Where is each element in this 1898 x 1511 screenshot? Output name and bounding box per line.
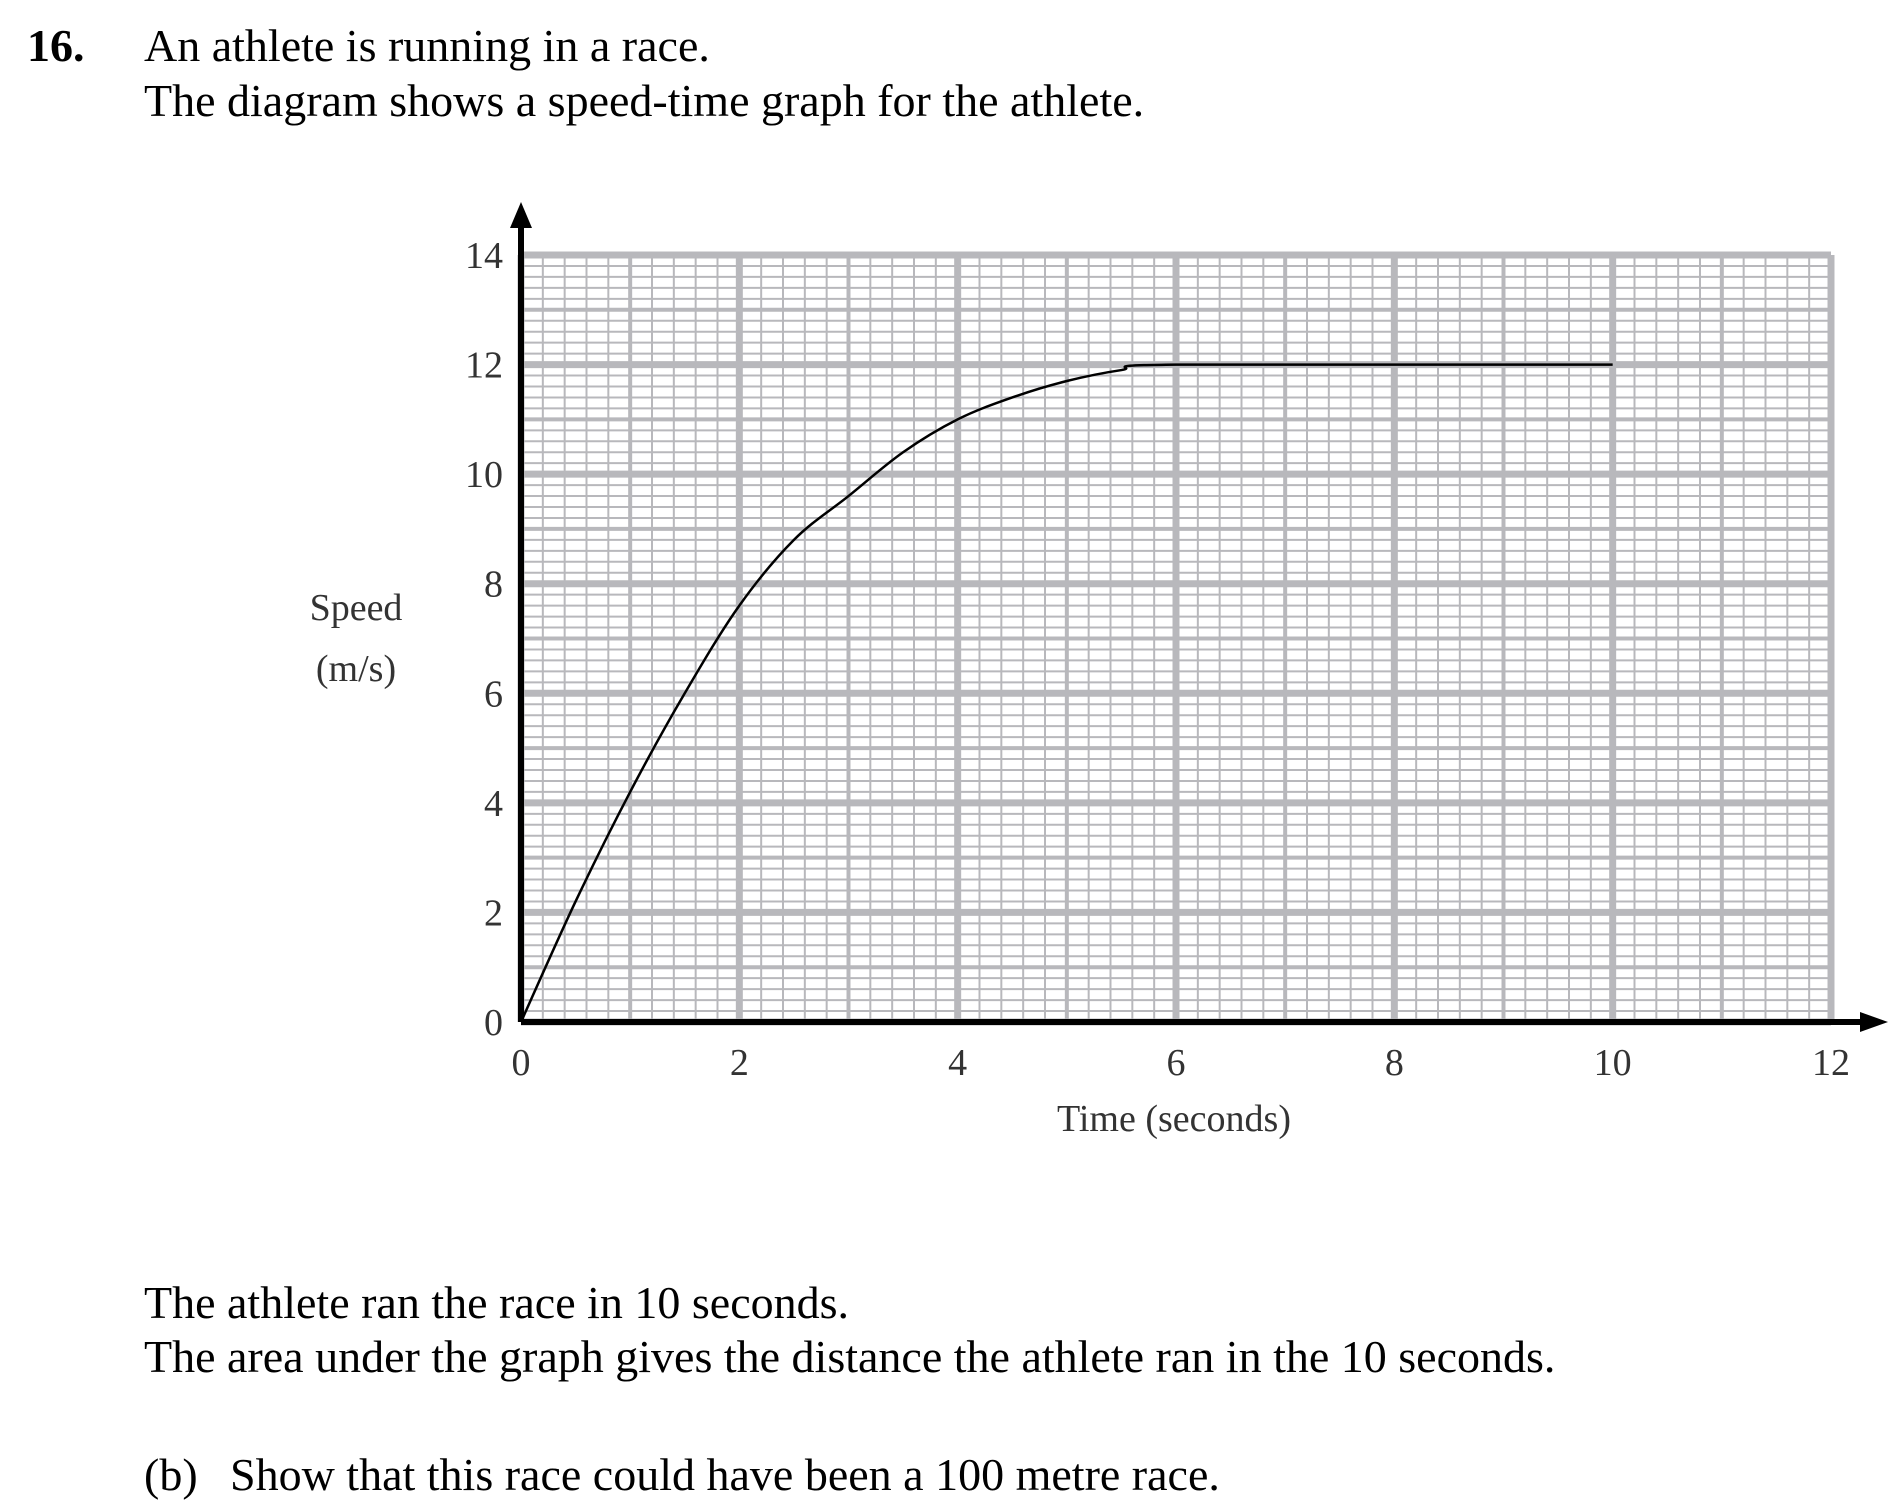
- y-axis-arrow: [510, 202, 532, 228]
- y-tick-label: 2: [484, 892, 503, 934]
- x-tick-label: 8: [1385, 1042, 1404, 1084]
- y-tick-label: 8: [484, 564, 503, 606]
- y-tick-label: 14: [465, 235, 503, 277]
- x-tick-label: 4: [948, 1042, 967, 1084]
- x-tick-label: 0: [512, 1042, 531, 1084]
- x-axis-arrow: [1860, 1012, 1888, 1032]
- part-label: (b): [144, 1449, 198, 1500]
- body-line: The area under the graph gives the dista…: [144, 1331, 1555, 1382]
- y-tick-label: 12: [465, 345, 503, 387]
- x-tick-label: 2: [730, 1042, 749, 1084]
- y-axis-label: (m/s): [316, 648, 396, 690]
- y-axis-label: Speed: [310, 587, 403, 629]
- x-tick-label: 6: [1167, 1042, 1186, 1084]
- body-line: The athlete ran the race in 10 seconds.: [144, 1277, 849, 1328]
- y-tick-label: 10: [465, 454, 503, 496]
- part-text: Show that this race could have been a 10…: [230, 1449, 1220, 1500]
- chart: 0 2 4 6 8 10 12 0 2 4 6 8 10 12 14: [465, 202, 1888, 1084]
- x-tick-label: 12: [1812, 1042, 1850, 1084]
- x-tick-label: 10: [1594, 1042, 1632, 1084]
- y-tick-label: 0: [484, 1002, 503, 1044]
- speed-curve: [519, 363, 1613, 1023]
- x-axis-label: Time (seconds): [1057, 1098, 1291, 1140]
- y-tick-label: 4: [484, 783, 503, 825]
- intro-line: An athlete is running in a race.: [144, 20, 710, 71]
- y-tick-label: 6: [484, 673, 503, 715]
- intro-line: The diagram shows a speed-time graph for…: [144, 75, 1144, 126]
- question-number: 16.: [27, 20, 85, 71]
